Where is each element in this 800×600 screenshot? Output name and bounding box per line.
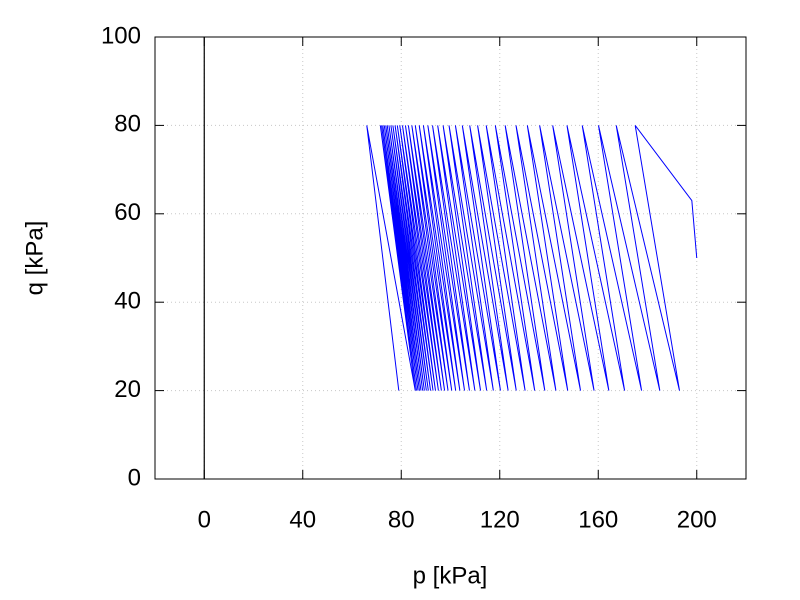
x-tick-label: 160 (578, 506, 618, 533)
y-tick-label: 40 (114, 288, 141, 315)
data-line (366, 125, 698, 391)
x-tick-label: 200 (677, 506, 717, 533)
y-axis-label: q [kPa] (21, 221, 48, 296)
y-tick-label: 20 (114, 376, 141, 403)
plot-frame (154, 36, 747, 480)
x-tick-label: 80 (388, 506, 415, 533)
x-tick-label: 120 (480, 506, 520, 533)
x-axis-label: p [kPa] (413, 562, 488, 589)
x-tick-label: 0 (198, 506, 211, 533)
y-tick-label: 0 (128, 464, 141, 491)
x-tick-label: 40 (289, 506, 316, 533)
y-tick-label: 100 (101, 22, 141, 49)
y-tick-label: 80 (114, 111, 141, 138)
y-tick-label: 60 (114, 199, 141, 226)
